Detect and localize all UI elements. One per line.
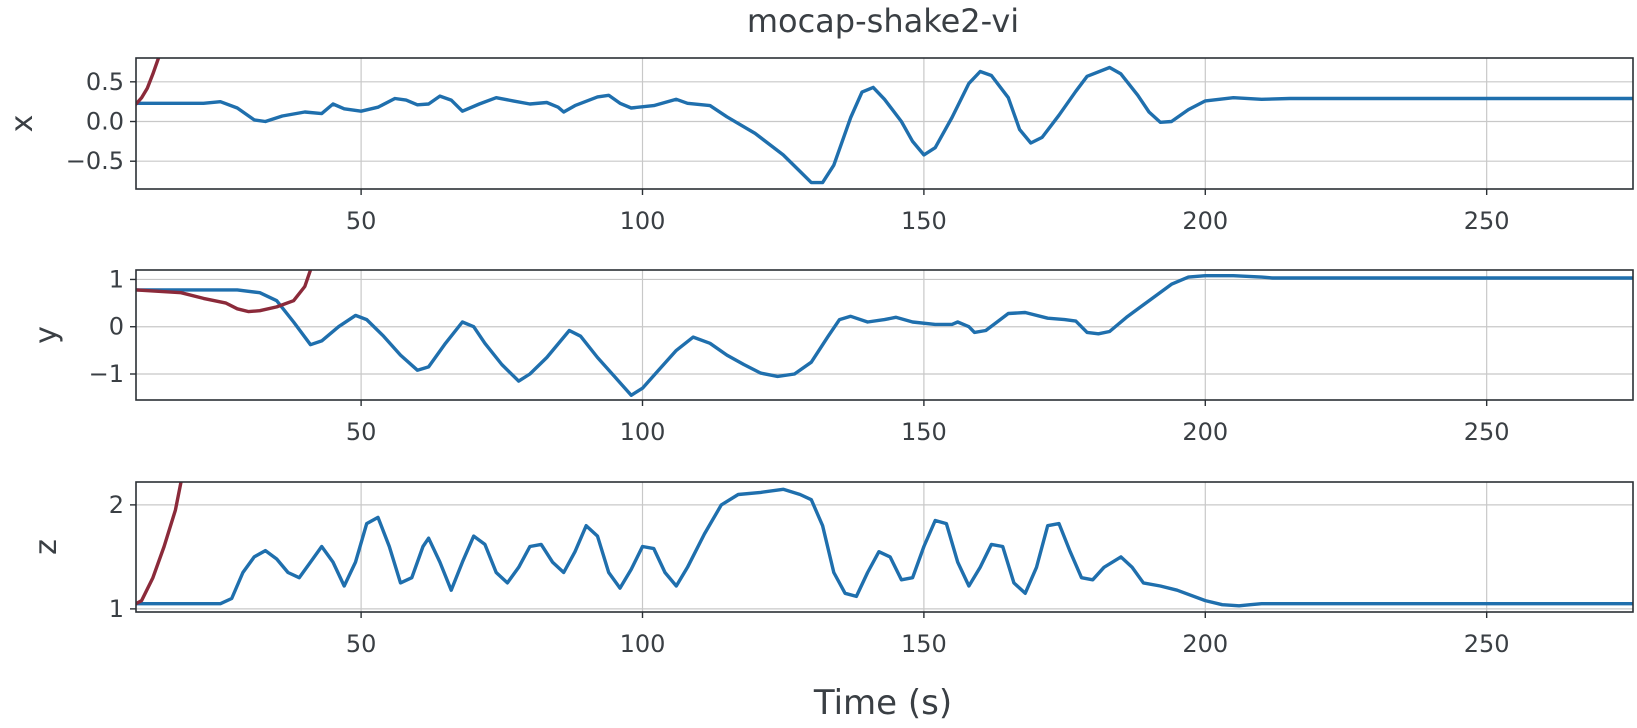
x-tick-label: 100 <box>620 418 666 446</box>
series-line-red <box>136 270 313 314</box>
series-line-blue <box>136 487 1633 608</box>
x-tick-label: 50 <box>346 418 377 446</box>
y-tick-label: 2 <box>109 491 124 519</box>
y-tick-label: 0 <box>109 313 124 341</box>
y-tick-label: 0.5 <box>86 68 124 96</box>
plot-frame <box>135 269 1634 401</box>
subplot-x: 50 100 150 200 250 0.5 0.0 −0.5 x <box>5 57 1634 235</box>
subplot-y: 50 100 150 200 250 1 0 −1 y <box>29 265 1634 446</box>
x-tick-label: 150 <box>901 630 947 658</box>
y-tick-label: −1 <box>89 360 124 388</box>
x-tick-label: 50 <box>346 207 377 235</box>
x-tick-label: 250 <box>1464 418 1510 446</box>
y-tick-label: −0.5 <box>66 147 124 175</box>
x-tick-label: 250 <box>1464 207 1510 235</box>
x-tick-label: 150 <box>901 207 947 235</box>
x-tick-label: 200 <box>1182 207 1228 235</box>
series-line-red <box>136 58 161 106</box>
x-tick-label: 100 <box>620 630 666 658</box>
y-tick-label: 0.0 <box>86 108 124 136</box>
chart-title: mocap-shake2-vi <box>747 2 1019 40</box>
plot-frame <box>135 57 1634 190</box>
x-tick-label: 150 <box>901 418 947 446</box>
x-tick-label: 200 <box>1182 418 1228 446</box>
x-tick-label: 200 <box>1182 630 1228 658</box>
series-line-blue <box>136 65 1633 185</box>
y-tick-label: 1 <box>109 595 124 623</box>
x-tick-label: 250 <box>1464 630 1510 658</box>
plot-frame <box>135 481 1634 613</box>
y-tick-label: 1 <box>109 265 124 293</box>
y-axis-label: z <box>29 539 64 555</box>
subplot-z: 50 100 150 200 250 2 1 z <box>29 481 1634 658</box>
y-axis-label: x <box>5 115 40 133</box>
series-line-blue <box>136 274 1633 397</box>
y-axis-label: y <box>29 326 64 344</box>
series-line-red <box>136 482 183 606</box>
x-axis-label: Time (s) <box>813 683 952 723</box>
x-tick-label: 50 <box>346 630 377 658</box>
x-tick-label: 100 <box>620 207 666 235</box>
